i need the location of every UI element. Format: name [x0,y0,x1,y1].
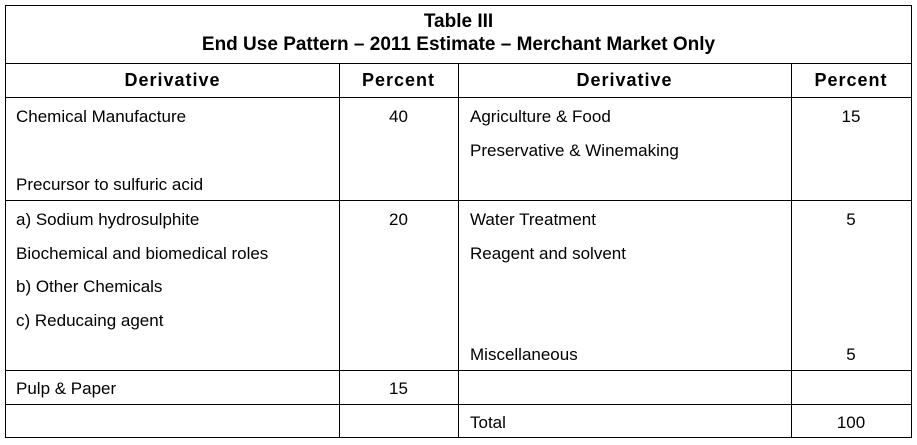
header-divider [6,97,911,98]
row-divider [6,404,911,405]
table-cell-text: Chemical Manufacture [16,107,187,126]
table-cell-text: a) Sodium hydrosulphite [16,210,200,229]
table-cell-text: Pulp & Paper [16,379,117,398]
column-divider [339,64,340,437]
table-cell-percent: 15 [389,379,408,398]
table-cell-text: Biochemical and biomedical roles [16,244,269,263]
table-cell-text: Reagent and solvent [470,244,626,263]
header-percent-right: Percent [814,70,888,90]
table-cell-percent: 5 [846,210,856,229]
header-derivative-right: Derivative [576,70,673,90]
table-subtitle: End Use Pattern – 2011 Estimate – Mercha… [201,34,716,55]
row-divider [6,370,911,371]
table-cell-percent: 40 [389,107,408,126]
header-derivative-left: Derivative [124,70,221,90]
table-title: Table III [423,11,494,32]
row-divider [6,200,911,201]
end-use-table: Table III End Use Pattern – 2011 Estimat… [5,5,912,438]
table-cell-text: Miscellaneous [470,345,578,364]
table-cell-total-percent: 100 [836,413,866,432]
table-title-block: Table III End Use Pattern – 2011 Estimat… [6,6,911,64]
table-cell-percent: 5 [846,345,856,364]
table-cell-text: Preservative & Winemaking [470,141,679,160]
table-cell-percent: 15 [841,107,861,126]
table-cell-text: b) Other Chemicals [16,277,163,296]
column-divider [791,64,792,437]
table-cell-text: Agriculture & Food [470,107,611,126]
table-cell-text: Water Treatment [470,210,596,229]
table-cell-text: Precursor to sulfuric acid [16,175,204,194]
table-cell-text: c) Reducaing agent [16,311,164,330]
table-cell-percent: 20 [389,210,408,229]
table-cell-total-label: Total [470,413,506,432]
header-percent-left: Percent [361,70,436,90]
column-divider [458,64,459,437]
